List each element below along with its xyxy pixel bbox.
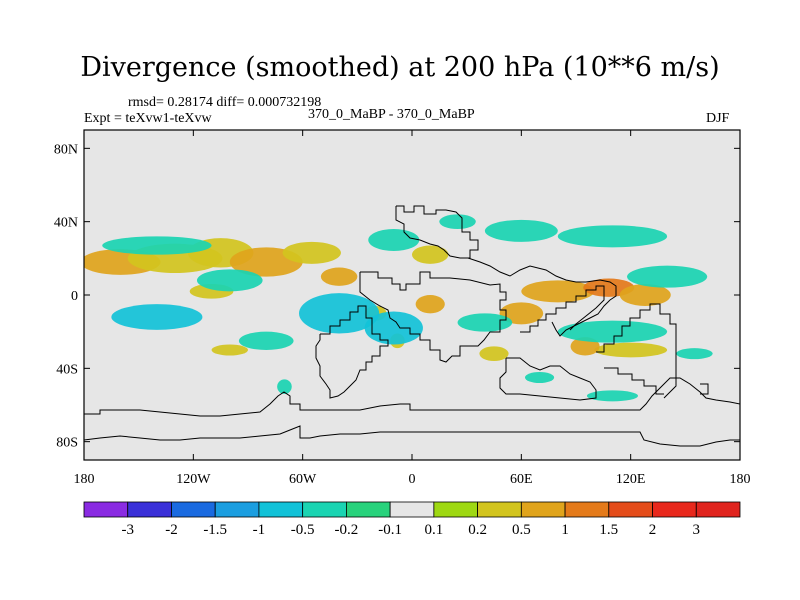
coastline-new-zealand: [700, 383, 709, 395]
field-feature-15: [594, 342, 668, 358]
colorbar-swatch: [520, 501, 566, 518]
y-tick-label: 0: [71, 289, 78, 304]
field-feature-27: [364, 311, 423, 345]
colorbar-label: -0.1: [378, 522, 402, 538]
colorbar-swatch: [433, 501, 479, 518]
coastline-layer: [84, 205, 740, 447]
coastline-south-america: [315, 305, 389, 399]
colorbar-swatch: [171, 501, 216, 518]
field-feature-26: [299, 293, 380, 334]
colorbar-label: -1: [253, 522, 266, 538]
colorbar-label: -1.5: [203, 522, 227, 538]
colorbar-label: -0.2: [335, 522, 359, 538]
field-feature-22: [439, 214, 476, 230]
colorbar-swatch: [345, 501, 391, 518]
field-feature-17: [479, 346, 509, 361]
field-feature-4: [282, 241, 341, 264]
colorbar-label: 0.5: [512, 522, 531, 538]
y-tick-label: 80N: [54, 142, 78, 157]
field-feature-5: [320, 267, 358, 286]
colorbar-swatch: [695, 501, 741, 518]
field-feature-12: [415, 295, 445, 314]
field-feature-31: [627, 265, 708, 288]
y-tick-label: 80S: [56, 436, 78, 451]
field-feature-7: [521, 280, 595, 303]
field-feature-35: [676, 348, 713, 360]
coastline-australia: [596, 303, 677, 399]
x-tick-label: 0: [409, 472, 416, 487]
x-tick-label: 180: [730, 472, 751, 487]
colorbar-swatch: [127, 501, 172, 518]
field-feature-32: [277, 379, 292, 394]
y-tick-label: 40S: [56, 362, 78, 377]
colorbar-swatch: [389, 501, 435, 518]
field-feature-34: [586, 390, 638, 402]
colorbar-label: -3: [121, 522, 134, 538]
colorbar-swatch: [608, 501, 653, 518]
colorbar-swatch: [652, 501, 697, 518]
coastline-antarctica-peninsula: [84, 425, 740, 447]
coastline-europe: [395, 205, 479, 259]
field-feature-24: [196, 269, 263, 292]
chart-title: Divergence (smoothed) at 200 hPa (10**6 …: [80, 52, 720, 83]
field-feature-19: [368, 229, 420, 251]
x-tick-label: 120E: [616, 472, 646, 487]
colorbar: -3 -2 -1.5 -1 -0.5 -0.2 -0.1 0.1 0.2 0.5 1 1.5 2 3: [83, 501, 741, 538]
field-feature-14: [211, 344, 248, 356]
field-feature-20: [484, 219, 558, 242]
field-feature-21: [557, 225, 668, 248]
field-feature-9: [619, 284, 671, 306]
season-label: DJF: [706, 111, 730, 126]
stats-label: rmsd= 0.28174 diff= 0.000732198: [128, 95, 322, 110]
colorbar-swatch: [214, 501, 260, 518]
x-tick-label: 60E: [510, 472, 533, 487]
coastline-south-africa: [499, 357, 597, 401]
colorbar-label: 3: [693, 522, 701, 538]
coastline-india: [520, 285, 605, 333]
axis-ticks: 180 120W 60W 0 60E 120E 180 80N 40N 0 40S 80S: [54, 130, 751, 487]
x-tick-label: 180: [74, 472, 95, 487]
field-feature-33: [524, 372, 555, 383]
field-layer: [84, 214, 713, 402]
experiment-label: Expt = teXvw1-teXvw: [84, 111, 212, 126]
colorbar-label: 2: [649, 522, 657, 538]
colorbar-label: 0.1: [424, 522, 443, 538]
colorbar-swatch: [258, 501, 304, 518]
colorbar-label: 0.2: [468, 522, 487, 538]
field-feature-23: [102, 236, 212, 255]
colorbar-label: -2: [165, 522, 178, 538]
coastline-africa: [359, 271, 507, 363]
colorbar-label: 1: [561, 522, 569, 538]
coastline-antarctica: [84, 377, 740, 417]
field-feature-11: [412, 245, 449, 264]
case-label: 370_0_MaBP - 370_0_MaBP: [308, 107, 475, 122]
colorbar-label: -0.5: [291, 522, 315, 538]
colorbar-label: 1.5: [599, 522, 618, 538]
colorbar-swatch: [564, 501, 610, 518]
x-tick-label: 120W: [176, 472, 211, 487]
field-feature-28: [238, 331, 294, 351]
colorbar-swatch: [302, 501, 347, 518]
colorbar-swatch: [477, 501, 522, 518]
field-feature-25: [111, 304, 203, 330]
field-feature-29: [457, 313, 513, 332]
field-feature-10: [499, 302, 544, 325]
coastline-indonesia: [604, 367, 664, 395]
colorbar-swatch: [83, 501, 129, 518]
x-tick-label: 60W: [289, 472, 317, 487]
y-tick-label: 40N: [54, 216, 78, 231]
field-feature-30: [557, 320, 668, 343]
